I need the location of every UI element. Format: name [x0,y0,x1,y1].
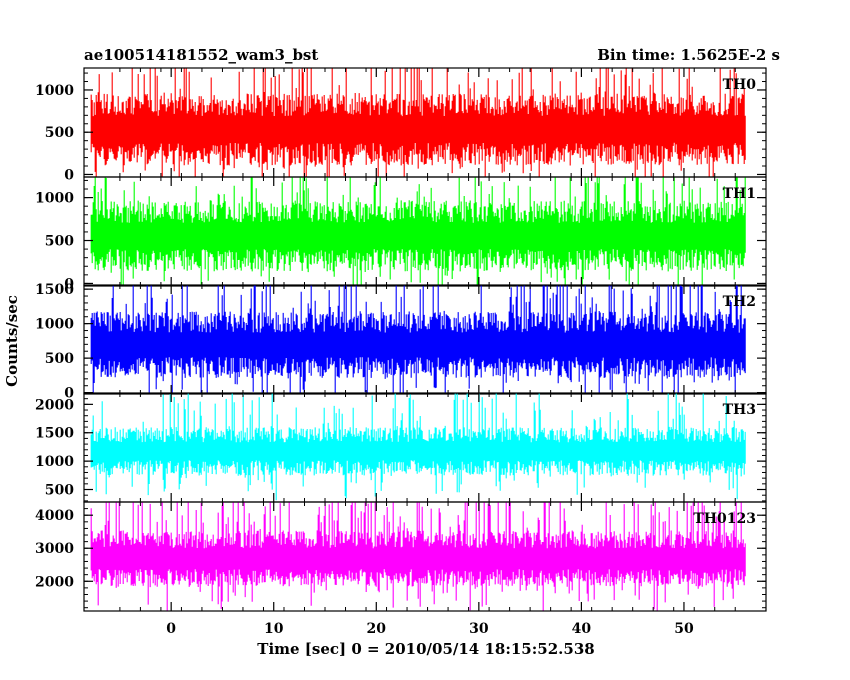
panel-label-th3: TH3 [723,402,756,418]
x-tick-label: 20 [367,621,387,637]
series-th0123 [90,502,746,611]
y-tick-label: 2000 [35,397,74,413]
panel-label-th0: TH0 [723,77,757,93]
y-tick-label: 0 [64,386,74,402]
y-tick-label: 2000 [35,574,74,590]
y-tick-label: 0 [64,276,74,292]
x-tick-label: 50 [674,621,694,637]
panel-frame [83,284,767,395]
y-tick-label: 0 [64,167,74,183]
y-tick-label: 1000 [35,83,74,99]
y-axis-label: Counts/sec [3,295,21,387]
panel-label-th2: TH2 [723,294,756,310]
y-tick-label: 500 [45,483,74,499]
y-tick-label: 1500 [35,426,74,442]
x-tick-label: 10 [264,621,284,637]
panel-label-th1: TH1 [723,186,756,202]
panel-th1: 0 500 1000 TH1 [35,176,767,292]
series-th1 [90,177,746,286]
bin-time-label: Bin time: 1.5625E-2 s [597,46,780,64]
y-tick-label: 500 [45,125,74,141]
chart-title: ae100514181552_wam3_bst [84,46,318,64]
series-th0 [90,68,746,177]
x-tick-label: 30 [469,621,489,637]
y-tick-label: 500 [45,234,74,250]
y-tick-label: 1000 [35,317,74,333]
y-tick-label: 1500 [35,282,74,298]
series-th3 [90,393,746,501]
x-tick-label: 0 [166,621,176,637]
y-tick-label: 1000 [35,454,74,470]
series-th2 [90,285,746,394]
panel-th0123: 2000 3000 4000 TH0123 [35,501,767,612]
y-tick-label: 4000 [35,508,74,524]
panel-th2: 0 500 1000 1500 TH2 [35,282,767,402]
x-tick-label: 40 [572,621,592,637]
panel-th0: 0 500 1000 TH0 [35,67,767,183]
y-tick-label: 500 [45,351,74,367]
x-axis-label: Time [sec] 0 = 2010/05/14 18:15:52.538 [257,640,594,658]
y-tick-label: 3000 [35,541,74,557]
panel-frame [83,501,767,612]
y-tick-label: 1000 [35,191,74,207]
panel-label-th0123: TH0123 [693,511,756,527]
panel-th3: 500 1000 1500 2000 TH3 [35,392,767,503]
